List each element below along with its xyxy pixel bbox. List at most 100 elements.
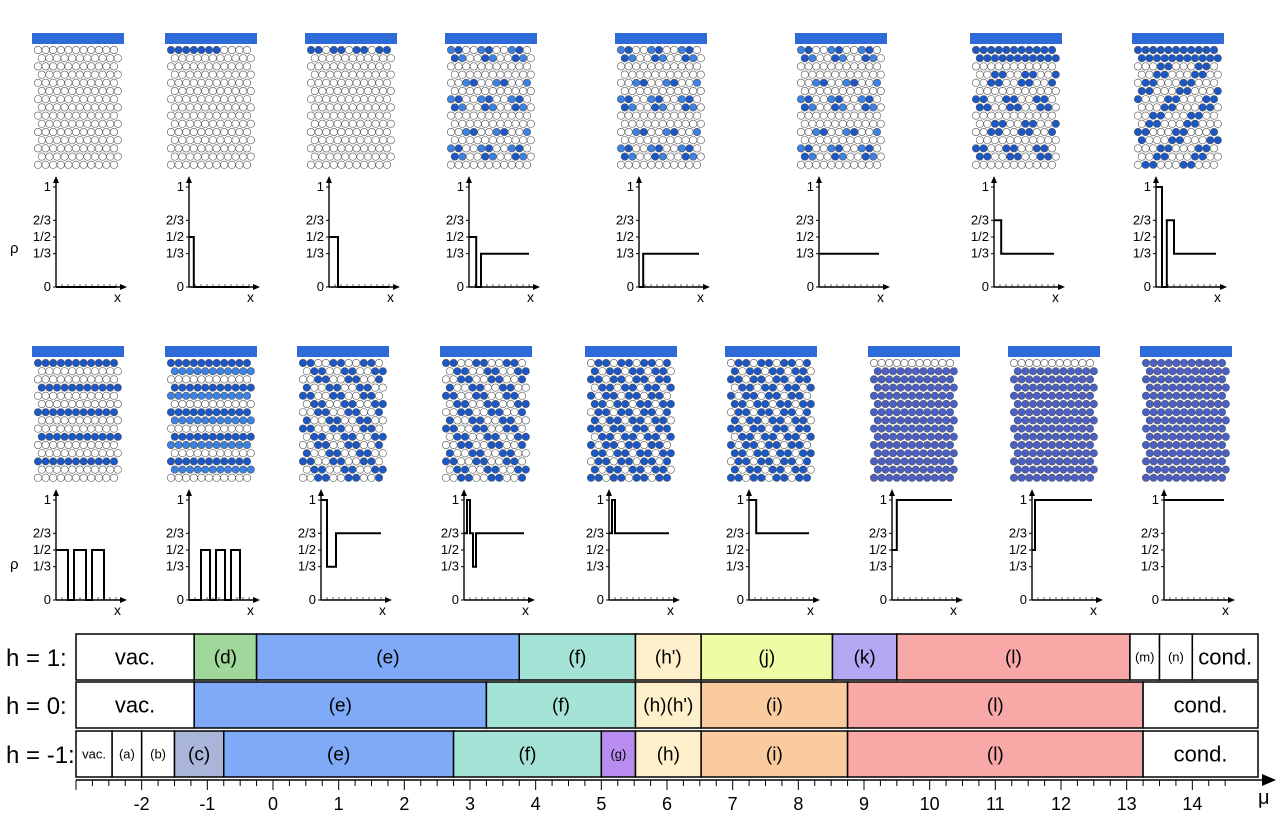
site (113, 465, 122, 474)
electrode-bar (32, 33, 124, 44)
y-tick-label: 1/3 (33, 559, 51, 574)
site (378, 465, 387, 474)
site (1210, 78, 1219, 87)
site (1051, 152, 1060, 161)
y-tick-label: 1/3 (616, 246, 634, 261)
site (696, 54, 705, 63)
lattice (1141, 358, 1230, 482)
site (243, 375, 252, 384)
y-tick-label: 1/3 (869, 559, 887, 574)
electrode-bar (297, 346, 389, 357)
x-label: x (114, 602, 121, 618)
phase-label: (f) (568, 648, 586, 669)
site (1213, 152, 1222, 161)
site (113, 54, 122, 63)
y-tick-label: 1/3 (586, 559, 604, 574)
site (1210, 144, 1219, 153)
y-tick-label: 1/2 (796, 229, 814, 244)
site (526, 86, 535, 95)
site (1086, 375, 1095, 384)
site (246, 86, 255, 95)
y-tick-label: 1 (807, 179, 814, 194)
phase-label: (l) (1005, 648, 1022, 669)
site (663, 441, 672, 450)
lattice (726, 358, 815, 482)
site (246, 383, 255, 392)
site (1048, 78, 1057, 87)
site (243, 95, 252, 104)
phase-label: (f) (518, 745, 536, 766)
y-tick-label: 1/3 (1133, 246, 1151, 261)
phase-label: (e) (327, 745, 350, 766)
site (378, 367, 387, 376)
site (693, 78, 702, 87)
site (1089, 432, 1098, 441)
site (383, 45, 392, 55)
site (666, 399, 675, 408)
site (1048, 95, 1057, 104)
x-label: x (697, 289, 704, 305)
site (949, 367, 958, 376)
site (803, 441, 812, 450)
site (243, 457, 252, 466)
y-tick-label: 0 (880, 592, 887, 607)
phase-label: (i) (766, 745, 783, 766)
site (113, 449, 122, 458)
panel: 0 1/3 1/2 2/3 1 x (795, 3, 890, 305)
site (246, 432, 255, 441)
site (1089, 399, 1098, 408)
site (873, 160, 882, 169)
site (1210, 111, 1219, 120)
profile-line (189, 549, 241, 601)
y-tick-label: 2/3 (306, 212, 324, 227)
site (1086, 408, 1095, 417)
site (518, 375, 527, 384)
site (949, 399, 958, 408)
site (523, 45, 532, 55)
site (110, 441, 119, 450)
lattice (586, 358, 675, 482)
site (526, 152, 535, 161)
site (806, 465, 815, 474)
mu-tick-label: 12 (1051, 794, 1071, 814)
site (946, 457, 955, 466)
site (383, 111, 392, 120)
y-arrow (186, 176, 192, 183)
profile-line (329, 236, 389, 288)
x-label: x (247, 289, 254, 305)
mu-tick-label: 9 (859, 794, 869, 814)
density-profile: 0 1/3 1/2 2/3 1 x (796, 176, 890, 305)
site (246, 399, 255, 408)
density-profile: 0 1/3 1/2 2/3 1 x (586, 489, 680, 618)
lattice (33, 45, 122, 169)
y-tick-label: 1 (452, 492, 459, 507)
y-tick-label: 1/2 (1009, 542, 1027, 557)
mu-tick-label: 5 (596, 794, 606, 814)
y-tick-label: 2/3 (298, 525, 316, 540)
phase-label: (j) (758, 648, 775, 669)
density-profile: 0 1/3 1/2 2/3 1 x (33, 176, 127, 305)
electrode-bar (32, 346, 124, 357)
panel: 0 1/3 1/2 2/3 1 x (1008, 316, 1103, 618)
site (113, 432, 122, 441)
x-label: x (114, 289, 121, 305)
electrode-bar (1140, 346, 1232, 357)
site (873, 62, 882, 71)
y-tick-label: 1/2 (33, 229, 51, 244)
lattice (33, 358, 122, 482)
x-arrow (1096, 597, 1103, 603)
site (946, 375, 955, 384)
site (246, 70, 255, 79)
panel: 0 1/3 1/2 2/3 1 x (1140, 316, 1235, 618)
site (518, 424, 527, 433)
y-arrow (636, 176, 642, 183)
site (1210, 45, 1219, 55)
y-tick-label: 1 (44, 492, 51, 507)
y-arrow (466, 176, 472, 183)
site (876, 119, 885, 128)
site (386, 86, 395, 95)
y-tick-label: 0 (452, 592, 459, 607)
site (1213, 54, 1222, 63)
x-label: x (387, 289, 394, 305)
site (663, 424, 672, 433)
